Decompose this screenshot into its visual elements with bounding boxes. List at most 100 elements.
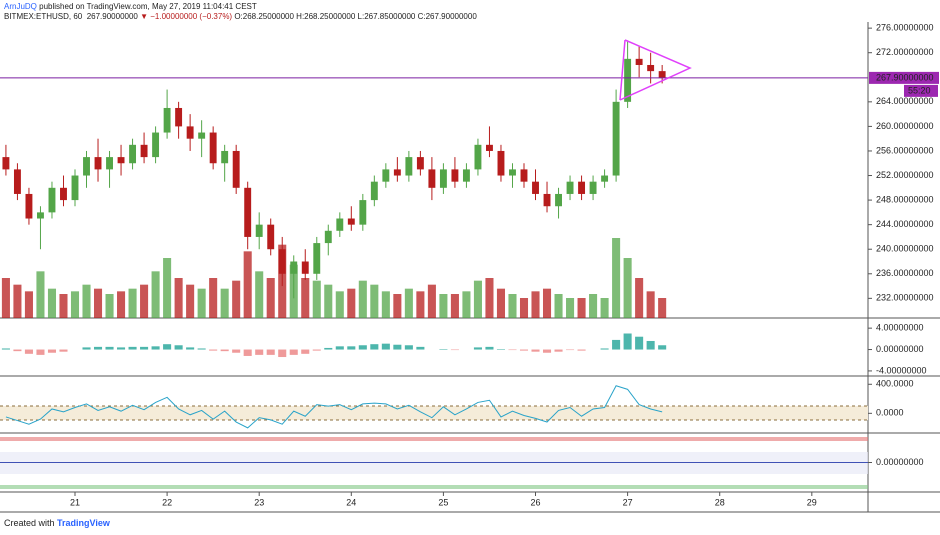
candle-body: [370, 181, 378, 201]
y-tick-label: 272.00000000: [876, 47, 934, 57]
candle-body: [509, 169, 516, 176]
candle-body: [278, 249, 286, 274]
candle-body: [324, 230, 332, 244]
macd-bar: [450, 349, 459, 351]
x-tick-label: 22: [162, 497, 172, 507]
x-tick-label: 26: [531, 497, 541, 507]
volume-bar: [232, 280, 241, 318]
volume-bar: [128, 288, 137, 318]
y-tick-label: 276.00000000: [876, 23, 934, 33]
x-tick-label: 27: [623, 497, 633, 507]
volume-bar: [542, 288, 552, 318]
macd-bar: [658, 345, 667, 350]
x-tick-label: 24: [346, 497, 356, 507]
last-price: 267.90000000: [86, 12, 138, 21]
macd-bar: [416, 346, 425, 350]
volume-bar: [531, 291, 540, 318]
macd-bar: [82, 347, 91, 350]
volume-bar: [600, 298, 609, 318]
candle-body: [313, 243, 321, 274]
candle-body: [290, 261, 298, 274]
candle-body: [71, 175, 79, 201]
volume-bar: [393, 294, 402, 318]
volume-bar: [450, 294, 459, 318]
macd-bar: [278, 349, 287, 358]
macd-bar: [312, 349, 321, 351]
candle-body: [405, 157, 413, 176]
volume-bar: [1, 278, 10, 318]
macd-bar: [266, 349, 275, 355]
macd-bar: [519, 349, 529, 351]
candle-body: [209, 132, 217, 164]
y-tick-label: 232.00000000: [876, 293, 934, 303]
volume-bar: [243, 251, 252, 318]
y-tick-label: 264.00000000: [876, 96, 934, 106]
volume-bar: [209, 278, 218, 318]
candle-body: [140, 144, 148, 158]
volume-bar: [174, 278, 183, 318]
macd-bar: [439, 349, 448, 350]
volume-bar: [301, 278, 310, 318]
volume-bar: [623, 258, 632, 318]
candle-body: [117, 157, 125, 164]
candle-body: [13, 169, 21, 194]
countdown-label: 55:20: [908, 85, 931, 95]
volume-bar: [658, 298, 667, 318]
macd-bar: [209, 349, 218, 351]
candle-body: [37, 212, 44, 219]
macd-bar: [404, 345, 413, 350]
candle-body: [186, 126, 194, 139]
y-tick-label: 240.00000000: [876, 244, 934, 254]
volume-bar: [197, 288, 206, 318]
macd-bar: [186, 347, 195, 350]
candle-body: [48, 187, 56, 213]
volume-bar: [105, 294, 114, 318]
y-tick-label: -4.00000000: [876, 365, 927, 375]
volume-bar: [646, 291, 655, 318]
candle-body: [612, 101, 620, 176]
volume-bar: [462, 291, 471, 318]
macd-bar: [128, 346, 137, 350]
header-line: ArnJuDQ published on TradingView.com, Ma…: [4, 2, 257, 11]
macd-bar: [117, 347, 126, 350]
y-tick-label: 248.00000000: [876, 194, 934, 204]
stoch-overbought: [0, 437, 868, 441]
candle-body: [520, 169, 528, 182]
header-line: BITMEX:ETHUSD, 60 267.90000000 ▼ −1.0000…: [4, 12, 477, 21]
volume-bar: [13, 284, 22, 318]
volume-bar: [554, 294, 563, 318]
candle-body: [416, 157, 424, 170]
candle-body: [486, 144, 493, 151]
pennant-pattern: [619, 39, 692, 101]
volume-bar: [589, 294, 598, 318]
macd-bar: [554, 349, 563, 352]
candle-body: [255, 224, 263, 237]
x-tick-label: 28: [715, 497, 725, 507]
macd-bar: [566, 349, 575, 351]
price-badge-label: 267.90000000: [876, 72, 934, 82]
volume-bar: [566, 298, 575, 318]
candle-body: [532, 181, 539, 194]
candle-body: [25, 193, 33, 219]
volume-bar: [59, 294, 68, 318]
candle-body: [462, 169, 470, 182]
macd-bar: [473, 347, 482, 350]
volume-bar: [612, 238, 621, 318]
macd-bar: [301, 349, 310, 354]
macd-bar: [163, 344, 172, 350]
macd-bar: [496, 349, 506, 350]
stoch-oversold: [0, 485, 868, 489]
candle-body: [106, 157, 113, 170]
x-tick-label: 23: [254, 497, 264, 507]
pennant-pattern: [619, 39, 626, 101]
x-tick-label: 21: [70, 497, 80, 507]
footer-text: Created with: [4, 518, 55, 528]
macd-bar: [347, 346, 356, 350]
candle-body: [2, 157, 10, 170]
y-tick-label: 400.0000: [876, 379, 914, 389]
macd-bar: [358, 345, 367, 350]
y-tick-label: 244.00000000: [876, 219, 934, 229]
volume-bar: [635, 278, 644, 318]
